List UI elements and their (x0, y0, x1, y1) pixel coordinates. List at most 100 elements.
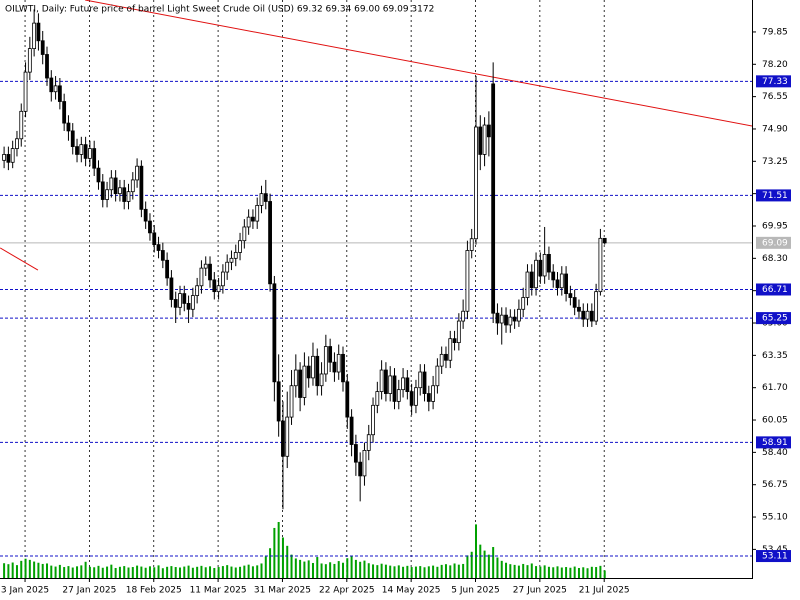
candle-body (534, 259, 538, 289)
level-label: 53.11 (762, 552, 788, 562)
volume-bar (71, 567, 74, 578)
candle-body (486, 124, 491, 138)
candle-body (336, 353, 341, 373)
x-tick-label: 22 Apr 2025 (319, 586, 375, 596)
volume-bar (46, 563, 48, 578)
candle-body (306, 365, 311, 379)
candle-body (525, 271, 530, 298)
volume-bar (595, 567, 598, 578)
candle-body (79, 144, 84, 155)
candle-body (6, 154, 11, 163)
volume-bar (93, 567, 96, 578)
candle-body (521, 297, 526, 310)
volume-bar (50, 565, 53, 578)
volume-bar (444, 564, 447, 578)
volume-bar (204, 567, 207, 578)
candle-body (70, 130, 75, 148)
volume-bar (256, 565, 259, 578)
volume-bar (350, 556, 353, 578)
x-tick-label: 27 Jan 2025 (62, 586, 116, 596)
candle-body (577, 306, 581, 312)
volume-bar (393, 566, 396, 578)
candle-body (186, 303, 191, 310)
candle-body (444, 353, 448, 361)
volume-bar (543, 565, 546, 578)
last-price-label: 69.09 (762, 238, 788, 248)
volume-bar (462, 563, 465, 578)
candle-body (293, 369, 298, 387)
volume-bar (136, 565, 139, 578)
chart-title: OILWTI, Daily: Future price of barrel Li… (5, 5, 434, 15)
y-tick-label: 55.10 (762, 513, 788, 523)
candle-body (512, 316, 517, 322)
volume-bar (290, 554, 293, 578)
volume-bar (247, 564, 250, 578)
volume-bar (436, 566, 439, 578)
candle-body (203, 263, 208, 269)
volume-bar (166, 566, 169, 578)
candle-body (195, 285, 200, 296)
volume-bar (15, 565, 18, 578)
volume-bar (496, 557, 499, 578)
y-tick-label: 53.45 (762, 545, 788, 555)
candle-body (388, 375, 393, 394)
candle-body (555, 279, 560, 289)
volume-bar (526, 565, 529, 578)
candle-body (23, 71, 28, 112)
volume-bar (573, 566, 576, 578)
volume-bar (239, 566, 242, 578)
candle-body (478, 126, 483, 155)
volume-bar (88, 566, 91, 578)
candle-body (311, 355, 315, 379)
candle-body (547, 254, 551, 273)
y-tick-label: 58.40 (762, 448, 788, 458)
volume-bar (41, 563, 44, 578)
volume-bar (11, 562, 14, 578)
candle-body (148, 220, 152, 234)
candle-body (366, 434, 371, 451)
candle-body (405, 377, 410, 393)
candle-body (559, 273, 564, 289)
candle-body (362, 450, 367, 477)
volume-bar (37, 562, 40, 578)
volume-bar (217, 567, 220, 578)
candle-body (564, 273, 568, 295)
candle-body (568, 293, 573, 298)
volume-bar (582, 567, 585, 578)
volume-bar (127, 567, 130, 578)
volume-bar (333, 563, 336, 578)
x-tick-label: 5 Jun 2025 (451, 586, 499, 596)
y-tick-label: 60.05 (762, 416, 788, 426)
candle-body (268, 201, 272, 285)
candle-body (36, 22, 41, 42)
volume-bar (243, 565, 246, 578)
level-label: 65.25 (762, 314, 788, 324)
volume-bar (397, 565, 400, 578)
volume-bar (577, 567, 580, 578)
volume-bar (470, 551, 473, 578)
candle-body (169, 277, 174, 300)
candle-body (229, 257, 234, 263)
volume-bar (33, 561, 36, 578)
volume-bar (432, 565, 435, 578)
candle-body (92, 148, 97, 169)
candle-body (551, 271, 556, 281)
volume-bar (389, 565, 392, 578)
y-tick-label: 78.20 (762, 60, 788, 70)
volume-bar (28, 559, 31, 578)
candle-body (323, 346, 328, 375)
volume-bar (294, 558, 297, 578)
volume-bar (251, 566, 254, 578)
volume-bar (183, 566, 186, 578)
candle-body (238, 240, 242, 253)
candle-body (435, 365, 440, 387)
candle-body (220, 271, 225, 287)
volume-bar (603, 570, 606, 578)
level-label-box (756, 189, 791, 202)
candle-body (341, 353, 345, 383)
volume-bar (157, 565, 160, 578)
x-tick-label: 14 May 2025 (382, 586, 441, 596)
candle-body (426, 393, 431, 402)
volume-bar (97, 565, 100, 578)
